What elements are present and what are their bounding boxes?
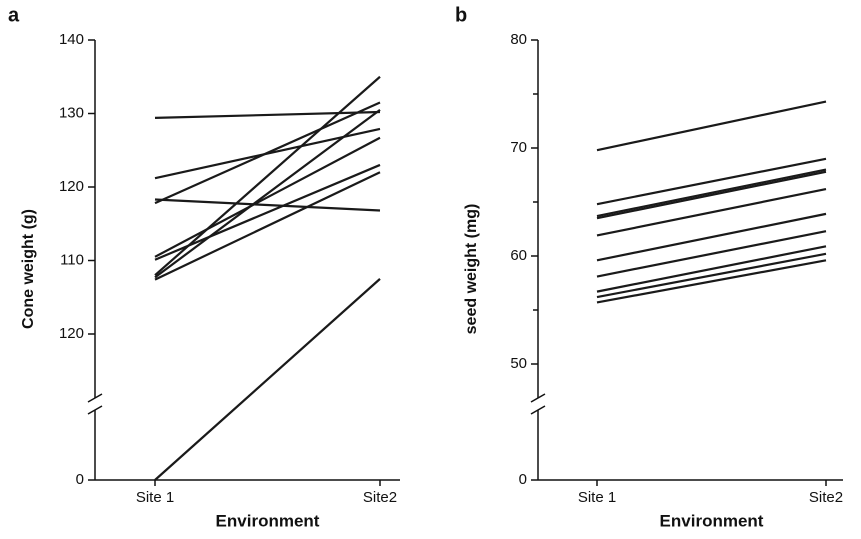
x-tick-label: Site2 (363, 489, 397, 506)
y-tick-label: 0 (76, 471, 84, 488)
y-tick-label: 120 (59, 178, 84, 195)
data-line (154, 108, 381, 279)
data-line (596, 252, 827, 299)
y-tick-label: 130 (59, 104, 84, 121)
y-tick-label: 110 (60, 251, 84, 268)
data-line (154, 171, 381, 281)
x-tick-label: Site2 (809, 489, 843, 506)
y-tick-label: 50 (510, 355, 527, 372)
y-tick-label: 140 (59, 31, 84, 48)
data-line (596, 259, 827, 304)
data-line (154, 278, 381, 481)
y-tick-label: 80 (510, 31, 527, 48)
y-axis-label: Cone weight (g) (20, 209, 37, 329)
axis-break (530, 405, 546, 415)
panel-label: a (8, 4, 20, 26)
data-line (596, 168, 827, 218)
y-tick-label: 120 (59, 325, 84, 342)
data-line (596, 157, 827, 206)
data-line (154, 110, 381, 120)
axis-break (87, 405, 103, 415)
data-line (596, 100, 827, 152)
x-axis-label: Environment (216, 511, 320, 530)
data-line (154, 101, 381, 205)
y-tick-label: 70 (510, 139, 527, 156)
y-tick-label: 0 (519, 471, 527, 488)
data-line (596, 230, 827, 278)
data-line (154, 75, 381, 277)
x-axis-label: Environment (660, 511, 764, 530)
data-line (596, 212, 827, 262)
axis-break (87, 393, 103, 403)
data-line (596, 187, 827, 237)
x-tick-label: Site 1 (578, 489, 616, 506)
y-axis-label: seed weight (mg) (463, 204, 480, 335)
data-line (596, 245, 827, 293)
data-line (154, 136, 381, 258)
data-line (154, 198, 381, 212)
axis-break (530, 393, 546, 403)
x-tick-label: Site 1 (136, 489, 174, 506)
panel-label: b (455, 4, 467, 26)
y-tick-label: 60 (510, 247, 527, 264)
data-line (596, 170, 827, 220)
data-line (154, 163, 381, 261)
